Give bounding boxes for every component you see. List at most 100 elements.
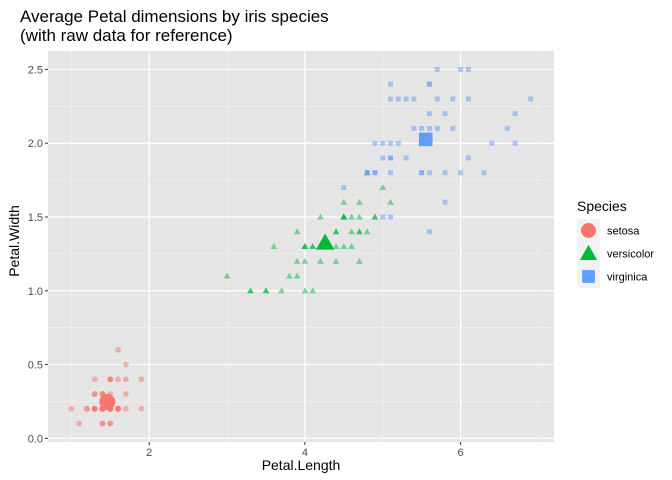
virginica-data-point xyxy=(341,185,347,190)
virginica-data-point xyxy=(528,96,534,102)
virginica-data-point xyxy=(489,140,495,146)
setosa-data-point xyxy=(99,420,106,427)
versicolor-data-point xyxy=(301,287,309,294)
plot-panel xyxy=(48,51,554,442)
virginica-data-point xyxy=(395,140,401,146)
virginica-data-point xyxy=(403,155,409,161)
setosa-data-point xyxy=(76,420,83,427)
x-tick-label: 4 xyxy=(302,447,308,459)
setosa-data-point xyxy=(91,376,98,383)
versicolor-data-point xyxy=(363,228,371,235)
virginica-data-point xyxy=(426,81,432,87)
versicolor-data-point xyxy=(293,272,301,279)
virginica-data-point xyxy=(434,125,440,131)
virginica-data-point xyxy=(388,140,393,146)
y-tick-label: 0.5 xyxy=(28,360,43,372)
versicolor-data-point xyxy=(340,243,348,250)
versicolor-data-point xyxy=(348,243,355,250)
virginica-data-point xyxy=(442,111,448,117)
versicolor-mean-point xyxy=(315,233,335,250)
y-axis-title: Petal.Width xyxy=(6,205,22,277)
legend-key-versicolor xyxy=(579,244,598,260)
virginica-data-point xyxy=(388,81,393,87)
virginica-data-point xyxy=(403,96,409,102)
virginica-data-point xyxy=(504,125,510,131)
virginica-data-point xyxy=(426,170,432,176)
versicolor-data-point xyxy=(356,228,363,235)
virginica-data-point xyxy=(388,214,393,220)
setosa-data-point xyxy=(107,420,114,427)
x-tick-label: 6 xyxy=(458,447,464,459)
virginica-data-point xyxy=(364,170,370,176)
y-tick-label: 1.0 xyxy=(28,286,43,298)
y-tick-label: 1.5 xyxy=(28,212,43,224)
versicolor-data-point xyxy=(332,243,340,250)
setosa-data-point xyxy=(84,405,90,412)
y-tick-label: 2.0 xyxy=(28,138,43,150)
versicolor-data-point xyxy=(285,272,293,279)
virginica-data-point xyxy=(458,170,464,176)
y-tick-label: 0.0 xyxy=(28,433,43,445)
virginica-data-point xyxy=(426,111,432,117)
virginica-data-point xyxy=(372,170,378,176)
setosa-data-point xyxy=(91,391,98,397)
virginica-data-point xyxy=(481,170,487,176)
setosa-data-point xyxy=(115,376,121,383)
versicolor-data-point xyxy=(270,243,278,250)
setosa-data-point xyxy=(122,361,129,368)
versicolor-data-point xyxy=(348,213,355,220)
versicolor-data-point xyxy=(340,213,348,220)
setosa-data-point xyxy=(138,376,145,383)
versicolor-data-point xyxy=(332,228,340,235)
versicolor-data-point xyxy=(247,287,254,294)
versicolor-data-point xyxy=(309,243,317,250)
setosa-data-point xyxy=(68,405,75,412)
setosa-mean-point xyxy=(99,394,116,411)
versicolor-data-point xyxy=(348,228,355,235)
versicolor-data-point xyxy=(356,198,363,205)
versicolor-data-point xyxy=(293,257,301,264)
virginica-data-point xyxy=(465,155,471,161)
legend-label-virginica: virginica xyxy=(607,272,648,284)
versicolor-data-point xyxy=(293,228,301,235)
virginica-data-point xyxy=(419,170,425,176)
virginica-data-point xyxy=(458,66,464,72)
versicolor-data-point xyxy=(301,243,309,250)
major-gridlines xyxy=(48,51,554,442)
versicolor-data-point xyxy=(223,272,231,279)
virginica-data-point xyxy=(465,66,471,72)
legend-label-setosa: setosa xyxy=(607,226,640,238)
x-axis-ticks: 2 4 6 xyxy=(146,442,464,459)
setosa-data-point xyxy=(122,376,129,383)
setosa-data-point xyxy=(138,405,145,412)
versicolor-data-point xyxy=(379,184,387,190)
versicolor-data-point xyxy=(278,287,285,294)
x-axis-title: Petal.Length xyxy=(262,457,341,473)
setosa-data-point xyxy=(91,405,98,412)
virginica-data-point xyxy=(388,170,393,176)
virginica-data-point xyxy=(395,96,401,102)
legend: Species setosa versicolor virginica xyxy=(577,198,654,288)
legend-keys: setosa versicolor virginica xyxy=(577,219,654,288)
chart-title-line2: (with raw data for reference) xyxy=(20,26,233,45)
virginica-data-point xyxy=(442,170,448,176)
virginica-data-point xyxy=(450,125,456,131)
minor-gridlines xyxy=(48,51,554,442)
setosa-data-point xyxy=(122,391,129,397)
x-tick-label: 2 xyxy=(146,447,152,459)
versicolor-data-point xyxy=(387,198,394,205)
y-axis-ticks: 0.0 0.5 1.0 1.5 2.0 2.5 xyxy=(28,64,48,445)
legend-key-virginica xyxy=(582,270,595,283)
chart-title-line1: Average Petal dimensions by iris species xyxy=(20,7,329,26)
virginica-data-point xyxy=(419,125,425,131)
virginica-data-point xyxy=(434,66,440,72)
virginica-data-point xyxy=(388,96,393,102)
legend-key-setosa xyxy=(581,223,596,238)
versicolor-data-point xyxy=(262,287,270,294)
virginica-mean-point xyxy=(418,132,433,147)
setosa-data-point xyxy=(115,405,121,412)
virginica-data-point xyxy=(426,229,432,235)
species-mean-points xyxy=(99,132,433,411)
virginica-data-point xyxy=(512,111,518,117)
